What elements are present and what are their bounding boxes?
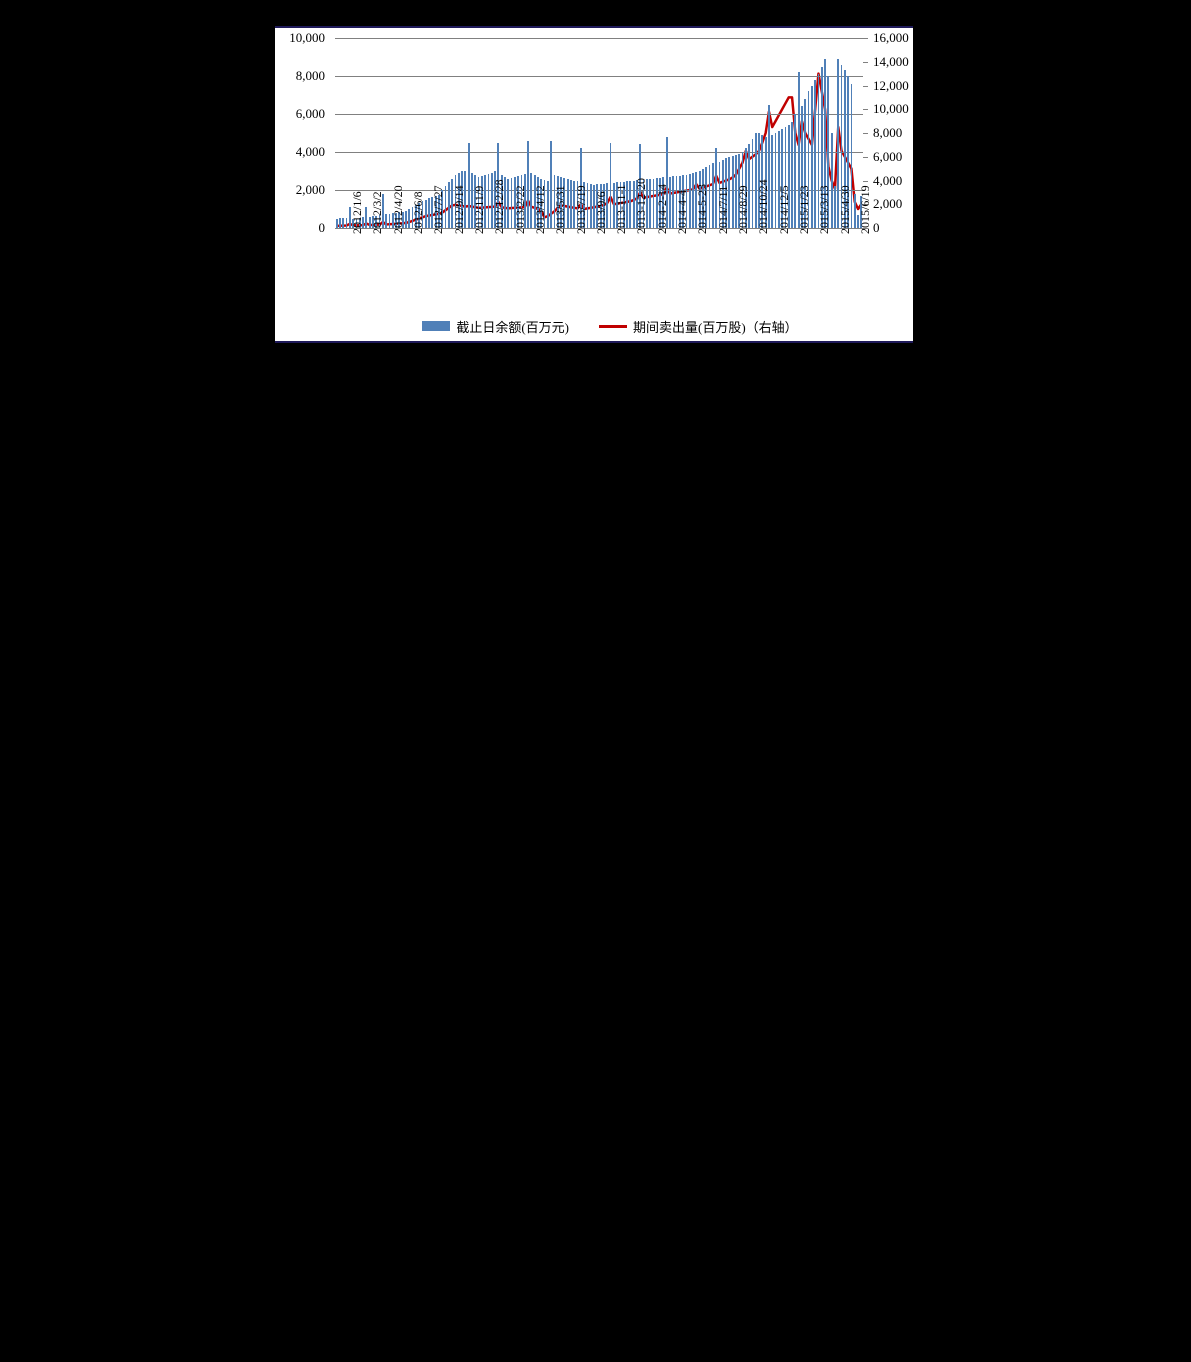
x-axis-label: 2012/3/2 xyxy=(370,191,385,234)
gridline xyxy=(335,76,863,77)
bar xyxy=(590,184,592,228)
y2-axis-label: 16,000 xyxy=(873,30,909,46)
x-axis-label: 2014-4-4 xyxy=(675,190,690,234)
x-axis-label: 2014-2-14 xyxy=(655,184,670,234)
legend-item: 截止日余额(百万元) xyxy=(422,317,569,336)
bar xyxy=(428,198,430,228)
y2-tick xyxy=(863,181,868,182)
bar xyxy=(649,179,651,228)
bar xyxy=(365,207,367,228)
x-axis-label: 2014/12/5 xyxy=(777,185,792,234)
bar xyxy=(672,176,674,228)
bar xyxy=(834,186,836,228)
x-axis-label: 2013-12-20 xyxy=(634,178,649,234)
bar xyxy=(794,114,796,228)
bar xyxy=(712,163,714,228)
y1-axis-label: 8,000 xyxy=(277,68,325,84)
x-axis-label: 2013/7/19 xyxy=(574,185,589,234)
y2-tick xyxy=(863,157,868,158)
x-axis-label: 2015/1/23 xyxy=(797,185,812,234)
x-axis-label: 2013-11-1 xyxy=(614,184,629,234)
chart-container: 截止日余额(百万元) 期间卖出量(百万股)（右轴） 0 2,000 4,000 6,00… xyxy=(275,26,913,343)
y1-axis-label: 10,000 xyxy=(277,30,325,46)
x-axis-label: 2012/4/20 xyxy=(391,185,406,234)
y2-axis-label: 8,000 xyxy=(873,125,902,141)
bar xyxy=(408,209,410,228)
x-axis-label: 2014/10/24 xyxy=(756,179,771,234)
bar xyxy=(629,181,631,228)
bar xyxy=(732,156,734,228)
bar xyxy=(346,218,348,228)
bar xyxy=(336,219,338,229)
x-axis-label: 2015/3/13 xyxy=(817,185,832,234)
y2-axis-label: 2,000 xyxy=(873,196,902,212)
bar xyxy=(570,180,572,228)
y2-axis-label: 4,000 xyxy=(873,173,902,189)
y2-axis-label: 0 xyxy=(873,220,880,236)
x-axis-label: 2015/4/30 xyxy=(838,185,853,234)
bar xyxy=(550,141,552,228)
y1-axis-label: 0 xyxy=(277,220,325,236)
legend-swatch-line xyxy=(599,325,627,328)
y2-tick xyxy=(863,109,868,110)
bar xyxy=(610,143,612,229)
bar xyxy=(339,218,341,228)
x-axis-label: 2013/4/12 xyxy=(533,185,548,234)
legend-label: 期间卖出量(百万股)（右轴） xyxy=(633,317,798,336)
bar xyxy=(342,218,344,228)
y2-axis-label: 14,000 xyxy=(873,54,909,70)
bar xyxy=(468,143,470,229)
x-axis-label: 2012/12/28 xyxy=(492,179,507,234)
bar xyxy=(530,173,532,228)
bar xyxy=(385,214,387,228)
y1-axis-label: 2,000 xyxy=(277,182,325,198)
x-axis-label: 2014/8/29 xyxy=(736,185,751,234)
x-axis-label: 2012/6/8 xyxy=(411,191,426,234)
bar xyxy=(692,173,694,228)
y1-axis-label: 4,000 xyxy=(277,144,325,160)
y2-tick xyxy=(863,38,868,39)
bar xyxy=(507,179,509,228)
bar xyxy=(488,174,490,228)
bar xyxy=(814,80,816,228)
bar xyxy=(752,139,754,228)
legend-item: 期间卖出量(百万股)（右轴） xyxy=(599,317,798,336)
x-axis-label: 2014-5-23 xyxy=(695,184,710,234)
gridline xyxy=(335,114,863,115)
x-axis-label: 2012/7/27 xyxy=(431,185,446,234)
x-axis-label: 2013/9/6 xyxy=(594,191,609,234)
y1-axis-label: 6,000 xyxy=(277,106,325,122)
x-axis-label: 2013/5/31 xyxy=(553,185,568,234)
x-axis-label: 2012/1/6 xyxy=(350,191,365,234)
y2-tick xyxy=(863,62,868,63)
x-axis-label: 2013/2/22 xyxy=(513,185,528,234)
y2-axis-label: 12,000 xyxy=(873,78,909,94)
x-axis-label: 2012/11/9 xyxy=(472,186,487,234)
y2-axis-label: 6,000 xyxy=(873,149,902,165)
legend: 截止日余额(百万元) 期间卖出量(百万股)（右轴） xyxy=(375,317,845,335)
bar xyxy=(771,135,773,228)
bar xyxy=(854,194,856,228)
y2-tick xyxy=(863,133,868,134)
legend-label: 截止日余额(百万元) xyxy=(456,317,569,336)
bar xyxy=(448,182,450,228)
x-axis-label: 2012/9/14 xyxy=(452,185,467,234)
gridline xyxy=(335,38,863,39)
legend-swatch-bar xyxy=(422,321,450,331)
y2-tick xyxy=(863,86,868,87)
x-axis-label: 2014/7/11 xyxy=(716,186,731,234)
x-axis-label: 2015/6/19 xyxy=(858,185,873,234)
y2-axis-label: 10,000 xyxy=(873,101,909,117)
